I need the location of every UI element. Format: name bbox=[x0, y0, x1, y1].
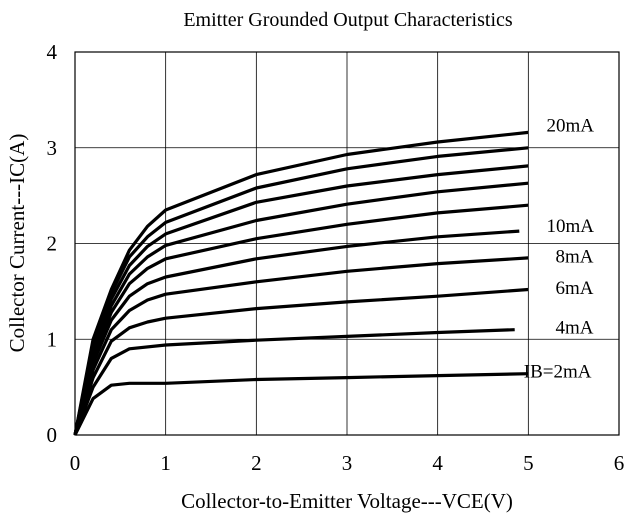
curve-label: IB=2mA bbox=[524, 362, 592, 383]
x-tick-label: 4 bbox=[432, 451, 443, 475]
y-tick-label: 3 bbox=[47, 136, 58, 160]
x-tick-label: 6 bbox=[614, 451, 625, 475]
x-tick-label: 5 bbox=[523, 451, 534, 475]
series-line bbox=[73, 372, 529, 436]
series-line bbox=[73, 328, 515, 436]
series-group bbox=[73, 130, 529, 436]
series-line bbox=[73, 229, 520, 436]
series-line bbox=[73, 256, 529, 436]
curve-label: 10mA bbox=[546, 216, 594, 237]
x-tick-label: 0 bbox=[70, 451, 81, 475]
curve-label: 4mA bbox=[556, 318, 594, 339]
x-axis-label: Collector-to-Emitter Voltage---VCE(V) bbox=[181, 489, 513, 513]
series-line bbox=[73, 287, 529, 436]
chart-title: Emitter Grounded Output Characteristics bbox=[183, 9, 513, 31]
y-axis-label: Collector Current---IC(A) bbox=[5, 134, 29, 353]
series-line bbox=[73, 164, 529, 436]
y-tick-label: 4 bbox=[47, 40, 58, 64]
x-tick-label: 2 bbox=[251, 451, 262, 475]
curve-label: 20mA bbox=[546, 115, 594, 136]
grid bbox=[75, 52, 619, 435]
x-tick-label: 1 bbox=[160, 451, 171, 475]
series-line bbox=[73, 181, 529, 436]
series-line bbox=[73, 130, 529, 436]
x-tick-label: 3 bbox=[342, 451, 353, 475]
curve-label: 8mA bbox=[556, 247, 594, 268]
curve-label: 6mA bbox=[556, 278, 594, 299]
curve-labels: 20mA 10mA 8mA 6mA 4mA IB=2mA bbox=[524, 115, 594, 382]
series-line bbox=[73, 203, 529, 436]
plot-frame bbox=[74, 51, 620, 436]
y-tick-label: 2 bbox=[47, 232, 58, 256]
y-tick-label: 0 bbox=[47, 423, 58, 447]
tick-labels: 0 1 2 3 4 5 6 0 1 2 3 4 bbox=[47, 40, 625, 475]
y-tick-label: 1 bbox=[47, 327, 58, 351]
